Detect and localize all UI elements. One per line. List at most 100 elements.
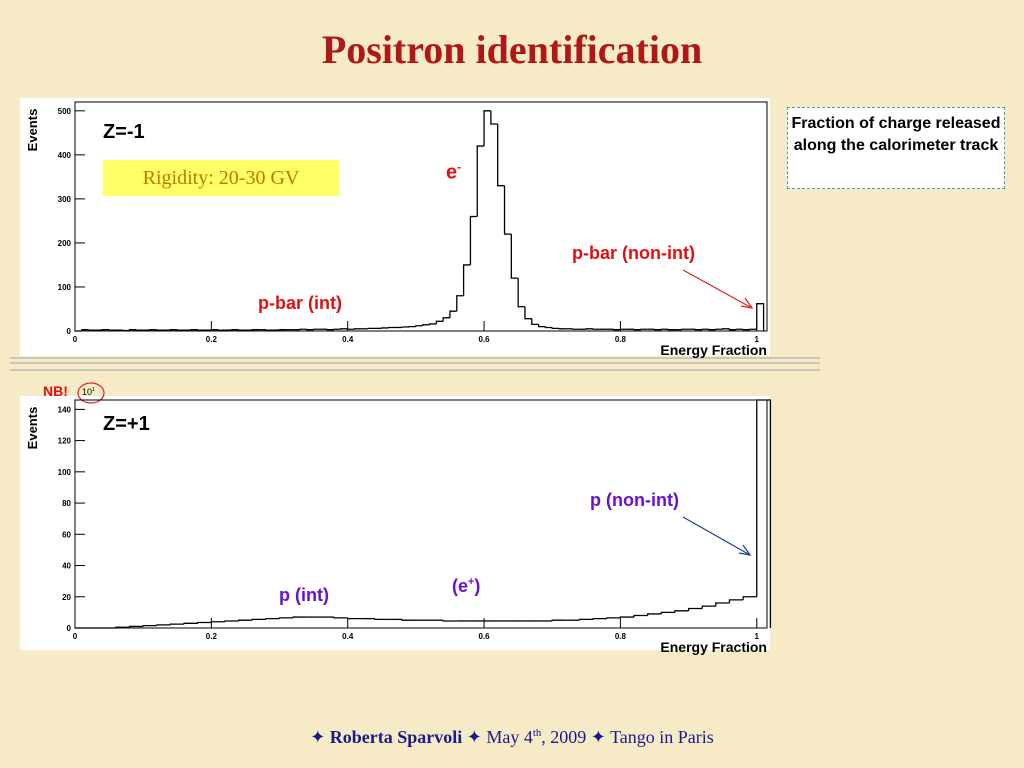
histogram-bin [415,325,423,327]
annotation: p-bar (int) [258,293,342,313]
histogram-bin [251,618,266,621]
histogram-bin [497,124,505,187]
histogram-bin [237,619,253,621]
plot-frame [74,101,768,332]
y-tick-label: 60 [62,530,71,539]
x-tick-label: 0 [73,632,78,641]
histogram-bin [674,610,689,613]
x-axis-title: Energy Fraction [660,342,767,358]
histogram-bin [183,622,198,625]
histogram-bin [401,619,416,621]
author: Roberta Sparvoli [329,727,463,747]
label-sup: 1 [92,387,96,393]
histogram-bin [156,624,171,626]
positron-label: (e+) [452,576,480,597]
annotation: p (int) [279,585,329,605]
histogram-bin [503,185,512,235]
histogram-bin [210,621,225,623]
label-sup: - [457,160,462,174]
plot-frame [74,399,768,629]
histogram-bin [442,620,457,622]
histogram-bin [456,295,464,312]
histogram-bin [142,625,157,627]
histogram-bin [81,329,89,331]
histogram-bin [333,617,348,619]
histogram-bin [537,324,546,328]
y-tick-label: 80 [62,499,71,508]
label-text: (e [452,576,469,596]
histogram-bin [606,617,621,619]
scale-label: 101 [82,387,95,397]
event: Tango in Paris [610,727,714,747]
histogram-bin [687,607,703,611]
rigidity-label: Rigidity: 20-30 GV [103,160,339,196]
panel-label: Z=+1 [103,413,150,435]
histogram-bin [660,611,675,614]
y-tick-label: 140 [58,405,72,414]
date-suffix: th [532,727,542,739]
histogram-bin [544,326,553,329]
histogram-bin [592,617,607,620]
histogram-bin [647,613,662,616]
arrow [682,516,751,556]
histogram-bin [517,278,525,308]
histogram-bin [374,618,389,621]
histogram-bin [292,616,307,618]
histogram-bin [742,596,757,600]
histogram-bin [115,626,130,628]
electron-label: e- [446,160,461,185]
arrow-head [740,297,754,309]
histogram-bin [551,327,560,330]
histogram-bin [197,621,212,624]
y-tick-label: 0 [67,327,72,336]
histogram-bin [728,328,737,331]
histogram-bin [428,323,437,325]
histogram-bin [169,623,185,625]
y-tick-label: 40 [62,562,71,571]
y-tick-label: 400 [58,151,72,160]
separator: ✦ [590,727,606,747]
label-text: 10 [82,387,93,397]
histogram-bin [490,110,498,125]
x-tick-label: 1 [755,632,760,641]
label-text: ) [474,576,481,596]
slide-title: Positron identification [321,27,703,72]
x-tick-label: 0 [73,335,78,344]
panel-background [20,396,770,650]
y-tick-label: 500 [58,107,72,116]
histogram-bin [435,320,444,324]
date: May 4 [486,727,533,747]
histogram-bin [619,616,635,618]
y-tick-label: 20 [62,593,71,602]
histogram-bin [476,145,485,217]
label-sup: + [468,576,475,588]
y-tick-label: 300 [58,195,72,204]
y-tick-label: 100 [58,283,72,292]
histogram-bin [701,605,716,609]
annotation: p (non-int) [590,490,679,510]
x-tick-label: 0.4 [342,335,354,344]
y-tick-label: 0 [67,624,72,633]
highlight-circle [77,382,105,404]
histogram-bin [224,620,239,622]
separator: ✦ [466,727,482,747]
x-tick-label: 0.6 [479,632,491,641]
histogram-bin [483,110,491,147]
histogram-bin [756,303,765,331]
y-tick-label: 120 [58,437,72,446]
histogram-bin [278,617,294,619]
note-box: Fraction of charge released along the ca… [787,107,1005,189]
histogram-bin [756,399,772,628]
x-tick-label: 1 [755,335,760,344]
x-tick-label: 0.2 [206,632,218,641]
histogram-bin [510,234,519,279]
x-tick-label: 0.6 [479,335,491,344]
histogram-bin [442,317,450,322]
histogram-bin [347,617,362,620]
x-axis-title: Energy Fraction [660,639,767,655]
warning-label: NB! [43,383,68,399]
y-axis-title: Events [25,407,40,450]
panel-label: Z=-1 [103,121,145,143]
histogram-bin [128,625,144,628]
